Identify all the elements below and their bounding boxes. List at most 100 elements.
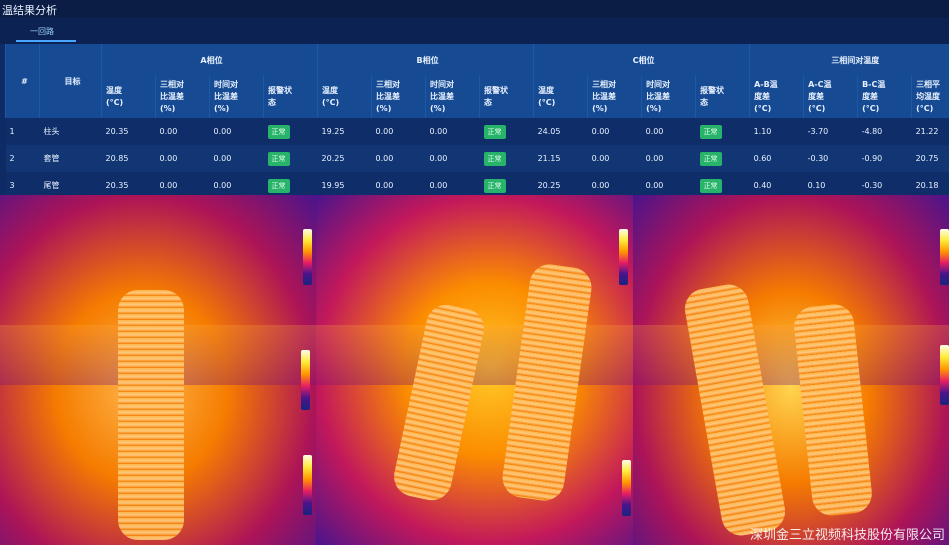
cell-b-temp: 19.25 [317, 118, 372, 145]
status-badge: 正常 [699, 178, 722, 193]
col-b-alarm: 报警状 态 [479, 76, 534, 118]
tab-loop-1[interactable]: 一回路 [30, 27, 54, 36]
col-bc-diff: B-C温 度差 (°C) [857, 76, 912, 118]
cell-bc-diff: -0.30 [857, 172, 912, 199]
color-scale-legend [619, 229, 628, 285]
cell-a-temp: 20.35 [101, 172, 156, 199]
col-c-time-diff: 时间对 比温差 (%) [641, 76, 696, 118]
status-badge: 正常 [267, 151, 290, 166]
col-target: 目标 [39, 44, 102, 118]
cell-c-alarm: 正常 [695, 118, 750, 145]
cell-b-temp: 19.95 [317, 172, 372, 199]
cell-b-time-diff: 0.00 [425, 172, 480, 199]
cell-ab-diff: 1.10 [749, 118, 804, 145]
col-c-3p-diff: 三相对 比温差 (%) [587, 76, 642, 118]
thermal-image-phase-b[interactable] [316, 195, 633, 545]
status-badge: 正常 [267, 178, 290, 193]
cell-c-time-diff: 0.00 [641, 172, 696, 199]
color-scale-legend [301, 350, 310, 410]
cell-a-time-diff: 0.00 [209, 145, 264, 172]
cell-c-temp: 24.05 [533, 118, 588, 145]
cell-target: 套管 [39, 145, 102, 172]
cell-avg: 20.18 [911, 172, 949, 199]
thermal-image-phase-c[interactable] [633, 195, 949, 545]
group-phase-a: A相位 [100, 44, 318, 76]
status-badge: 正常 [483, 151, 506, 166]
cell-avg: 20.75 [911, 145, 949, 172]
group-phase-c: C相位 [533, 44, 750, 76]
cell-a-3p-diff: 0.00 [155, 145, 210, 172]
title-bar: 温结果分析 [0, 0, 949, 19]
table-row[interactable]: 1 柱头 20.35 0.00 0.00 正常 19.25 0.00 0.00 … [5, 118, 949, 145]
cell-a-alarm: 正常 [263, 145, 318, 172]
cell-c-temp: 20.25 [533, 172, 588, 199]
col-avg: 三相平 均温度 (°C) [911, 76, 949, 118]
color-scale-legend [622, 460, 631, 516]
cell-b-alarm: 正常 [479, 118, 534, 145]
cell-bc-diff: -4.80 [857, 118, 912, 145]
cell-c-alarm: 正常 [695, 172, 750, 199]
cell-a-3p-diff: 0.00 [155, 172, 210, 199]
tab-strip: 一回路 [0, 18, 949, 44]
company-watermark: 深圳金三立视频科技股份有限公司 [749, 528, 945, 543]
cell-index: 1 [5, 118, 40, 145]
table-row[interactable]: 3 尾管 20.35 0.00 0.00 正常 19.95 0.00 0.00 … [5, 172, 949, 199]
cell-b-3p-diff: 0.00 [371, 145, 426, 172]
col-b-3p-diff: 三相对 比温差 (%) [371, 76, 426, 118]
cell-c-3p-diff: 0.00 [587, 145, 642, 172]
status-badge: 正常 [483, 124, 506, 139]
cell-a-time-diff: 0.00 [209, 118, 264, 145]
status-badge: 正常 [699, 151, 722, 166]
cell-index: 3 [5, 172, 40, 199]
group-three-phase: 三相间对温度 [749, 44, 949, 76]
col-ab-diff: A-B温 度差 (°C) [749, 76, 804, 118]
cell-b-3p-diff: 0.00 [371, 118, 426, 145]
tab-active-indicator [16, 40, 76, 42]
cell-b-time-diff: 0.00 [425, 145, 480, 172]
cell-a-alarm: 正常 [263, 172, 318, 199]
cell-c-time-diff: 0.00 [641, 118, 696, 145]
thermal-image-phase-a[interactable] [0, 195, 316, 545]
cell-b-alarm: 正常 [479, 145, 534, 172]
cell-c-temp: 21.15 [533, 145, 588, 172]
col-c-temp: 温度 (°C) [533, 76, 588, 118]
cell-b-time-diff: 0.00 [425, 118, 480, 145]
results-table-panel: # 目标 A相位 B相位 C相位 三相间对温度 温度 (°C) 三相对 比温差 … [0, 44, 949, 199]
col-a-3p-diff: 三相对 比温差 (%) [155, 76, 210, 118]
insulator-bushing [681, 281, 789, 539]
cell-ab-diff: 0.60 [749, 145, 804, 172]
cell-b-temp: 20.25 [317, 145, 372, 172]
table-row[interactable]: 2 套管 20.85 0.00 0.00 正常 20.25 0.00 0.00 … [5, 145, 949, 172]
page-title: 温结果分析 [2, 4, 57, 17]
cell-target: 柱头 [39, 118, 102, 145]
cell-c-time-diff: 0.00 [641, 145, 696, 172]
color-scale-legend [940, 345, 949, 405]
col-index: # [5, 44, 40, 118]
cell-c-3p-diff: 0.00 [587, 118, 642, 145]
col-a-temp: 温度 (°C) [101, 76, 156, 118]
color-scale-legend [303, 229, 312, 285]
cell-b-alarm: 正常 [479, 172, 534, 199]
thermal-images: 深圳金三立视频科技股份有限公司 [0, 195, 949, 545]
col-ac-diff: A-C温 度差 (°C) [803, 76, 858, 118]
cell-a-3p-diff: 0.00 [155, 118, 210, 145]
col-b-temp: 温度 (°C) [317, 76, 372, 118]
thermal-background [633, 325, 949, 385]
cell-bc-diff: -0.90 [857, 145, 912, 172]
cell-a-temp: 20.35 [101, 118, 156, 145]
cell-c-3p-diff: 0.00 [587, 172, 642, 199]
cell-ac-diff: -0.30 [803, 145, 858, 172]
cell-b-3p-diff: 0.00 [371, 172, 426, 199]
col-b-time-diff: 时间对 比温差 (%) [425, 76, 480, 118]
status-badge: 正常 [483, 178, 506, 193]
cell-a-temp: 20.85 [101, 145, 156, 172]
cell-a-alarm: 正常 [263, 118, 318, 145]
cell-avg: 21.22 [911, 118, 949, 145]
color-scale-legend [303, 455, 312, 515]
cell-ac-diff: -3.70 [803, 118, 858, 145]
cell-a-time-diff: 0.00 [209, 172, 264, 199]
cell-ac-diff: 0.10 [803, 172, 858, 199]
col-a-alarm: 报警状 态 [262, 76, 318, 118]
group-phase-b: B相位 [317, 44, 534, 76]
cell-index: 2 [5, 145, 40, 172]
